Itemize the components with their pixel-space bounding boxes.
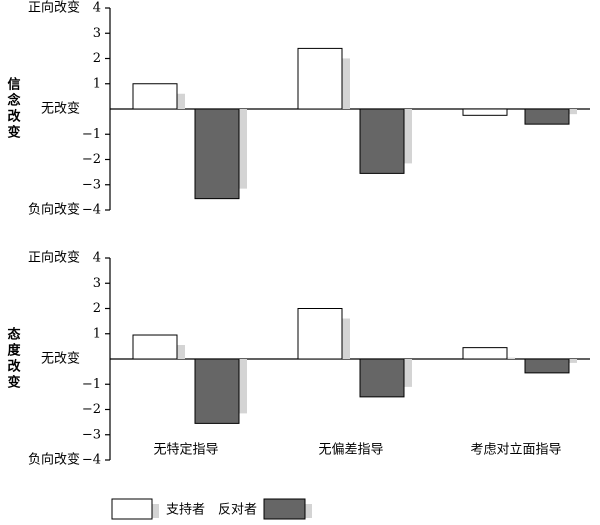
y-tick-label: 2 [93,51,101,66]
bar [132,83,178,110]
y-axis-label: 态度改变 [5,326,21,391]
legend-label: 反对者 [218,503,257,518]
bar [297,308,343,360]
legend-swatch-shadow [305,504,312,518]
y-tick-label: 4 [93,251,101,266]
legend-swatch-shadow [152,504,159,518]
bar [297,47,343,110]
bar-shadow [239,359,247,414]
y-tick-label: −2 [82,402,101,417]
bar [359,108,405,174]
bar [194,358,240,424]
legend-swatch [263,498,306,520]
y-tick-label: 1 [93,326,101,341]
y-tick-label: 3 [93,276,101,291]
bar-shadow [507,357,515,359]
legend-swatch [111,498,153,520]
y-tick-label: 1 [93,76,101,91]
level-label: 无改变 [41,101,80,117]
y-tick-label: −1 [82,377,101,392]
x-tick-label: 考虑对立面指导 [470,443,561,458]
bar [462,108,508,116]
bar-shadow [342,58,350,109]
y-tick-label: −2 [82,152,101,167]
bar [359,358,405,398]
level-label: 负向改变 [28,452,80,468]
y-tick-label: 3 [93,26,101,41]
y-tick-label: 4 [93,1,101,16]
bar [132,334,178,360]
bar-shadow [569,359,577,363]
level-label: 正向改变 [28,0,80,16]
y-tick-label: 2 [93,301,101,316]
level-label: 无改变 [41,351,80,367]
y-tick-label: −3 [82,177,101,192]
level-label: 正向改变 [28,250,80,266]
bar [194,108,240,200]
level-label: 负向改变 [28,202,80,218]
y-tick-label: −4 [82,203,101,218]
legend-label: 支持者 [166,503,205,518]
bar [462,347,508,360]
y-tick-label: −4 [82,453,101,468]
bar-shadow [404,359,412,387]
y-tick-label: −3 [82,427,101,442]
bar-shadow [569,109,577,115]
y-tick-label: −1 [82,127,101,142]
y-axis-label: 信念改变 [5,76,21,141]
x-tick-label: 无偏差指导 [318,443,383,458]
bar-shadow [404,109,412,164]
bar-shadow [177,345,185,359]
bar-shadow [177,93,185,109]
x-tick-label: 无特定指导 [153,443,218,458]
bar [524,108,570,125]
bar [524,358,570,374]
bar-shadow [239,109,247,189]
bar-shadow [342,318,350,359]
